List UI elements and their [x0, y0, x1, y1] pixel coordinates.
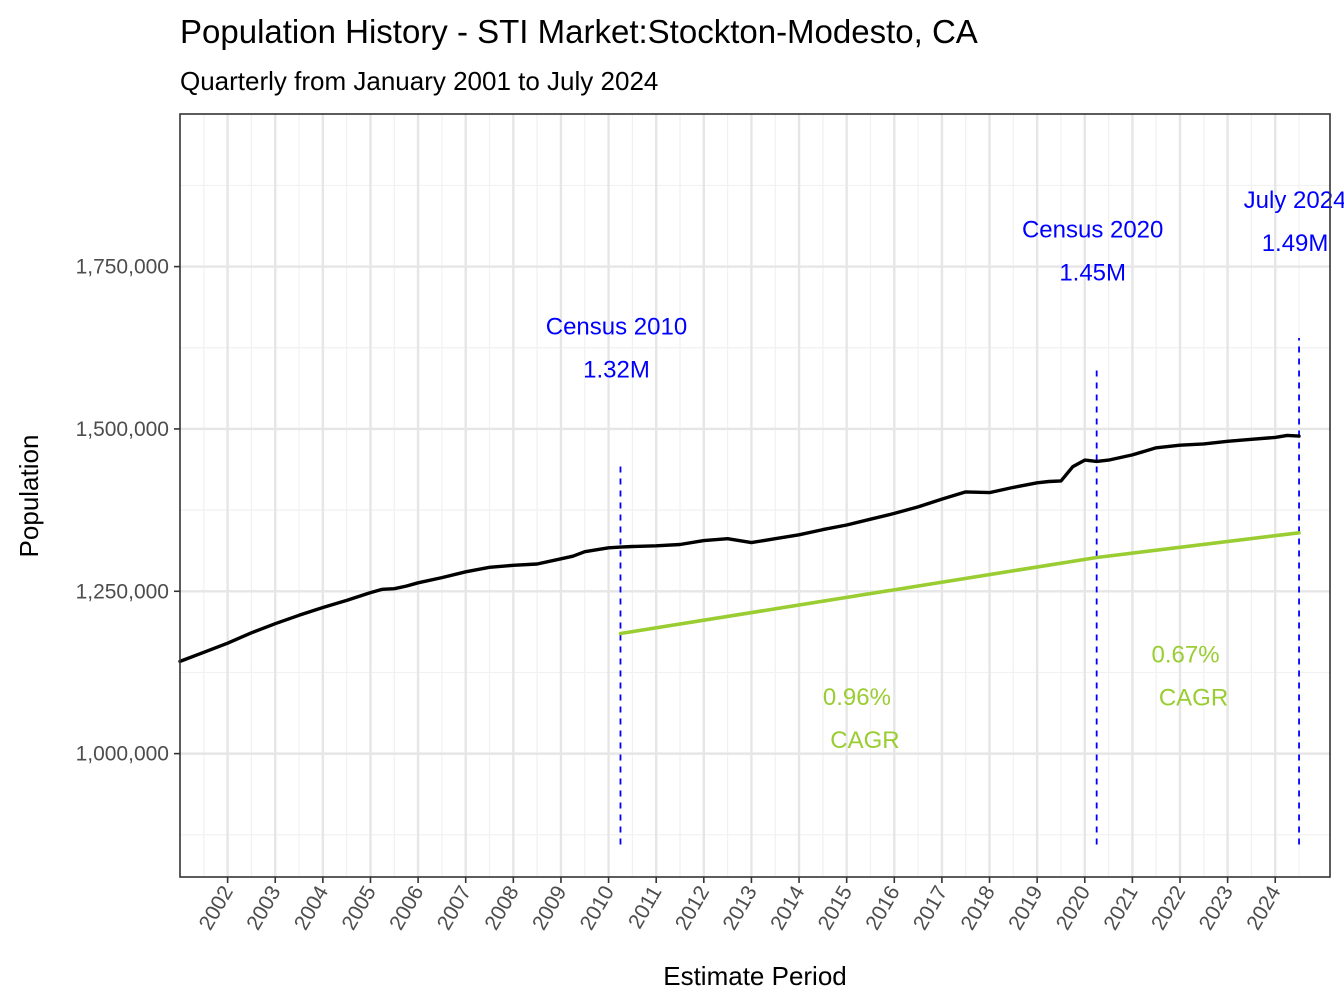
x-tick-label: 2019 [1004, 882, 1047, 934]
marker-label-1: Census 2020 [1022, 216, 1163, 243]
marker-value-0: 1.32M [583, 357, 650, 384]
cagr-label-0: CAGR [830, 727, 899, 754]
series-line-population [178, 433, 1301, 664]
y-axis: 1,000,000 1,250,000 1,500,000 1,750,000 [76, 256, 180, 766]
annotations: Census 2010 1.32M Census 2020 1.45M July 202… [546, 187, 1344, 754]
plot-panel-border [179, 113, 1331, 878]
y-tick-label: 1,000,000 [76, 743, 169, 766]
x-tick-label: 2009 [528, 882, 571, 934]
x-tick-label: 2010 [576, 882, 619, 934]
series-line-cagr-trend [618, 530, 1301, 636]
x-tick-label: 2022 [1147, 882, 1190, 934]
marker-label-0: Census 2010 [546, 314, 687, 341]
marker-label-2: July 2024 [1244, 187, 1344, 214]
y-tick-label: 1,250,000 [76, 580, 169, 603]
marker-value-1: 1.45M [1059, 259, 1126, 286]
chart-title: Population History - STI Market:Stockton… [180, 13, 978, 50]
x-tick-label: 2015 [814, 882, 857, 934]
x-tick-label: 2023 [1195, 882, 1238, 934]
x-tick-label: 2007 [433, 882, 476, 934]
x-tick-label: 2014 [766, 882, 809, 934]
cagr-value-0: 0.96% [823, 684, 891, 711]
series-group [178, 433, 1301, 664]
x-tick-label: 2018 [957, 882, 1000, 934]
x-tick-label: 2017 [909, 882, 952, 934]
grid [180, 114, 1330, 877]
x-tick-label: 2003 [242, 882, 285, 934]
y-tick-label: 1,500,000 [76, 418, 169, 441]
y-axis-title: Population [14, 435, 44, 558]
x-tick-label: 2016 [861, 882, 904, 934]
marker-value-2: 1.49M [1262, 230, 1329, 257]
cagr-label-1: CAGR [1159, 685, 1228, 712]
x-axis-title: Estimate Period [663, 961, 847, 991]
x-tick-label: 2020 [1052, 882, 1095, 934]
x-tick-label: 2004 [290, 882, 333, 934]
x-tick-label: 2021 [1099, 882, 1142, 934]
cagr-value-1: 0.67% [1151, 642, 1219, 669]
marker-lines [619, 338, 1300, 845]
chart-subtitle: Quarterly from January 2001 to July 2024 [180, 66, 658, 96]
x-tick-label: 2011 [624, 882, 667, 933]
x-tick-label: 2006 [385, 882, 428, 934]
x-tick-label: 2008 [480, 882, 523, 934]
x-tick-label: 2005 [338, 882, 381, 934]
x-tick-label: 2012 [671, 882, 714, 934]
x-tick-label: 2024 [1242, 882, 1285, 934]
y-tick-label: 1,750,000 [76, 256, 169, 279]
x-axis: 2002 2003 2004 2005 2006 2007 2008 2009 2010 2011… [195, 877, 1286, 934]
x-tick-label: 2002 [195, 882, 238, 934]
x-tick-label: 2013 [718, 882, 761, 934]
